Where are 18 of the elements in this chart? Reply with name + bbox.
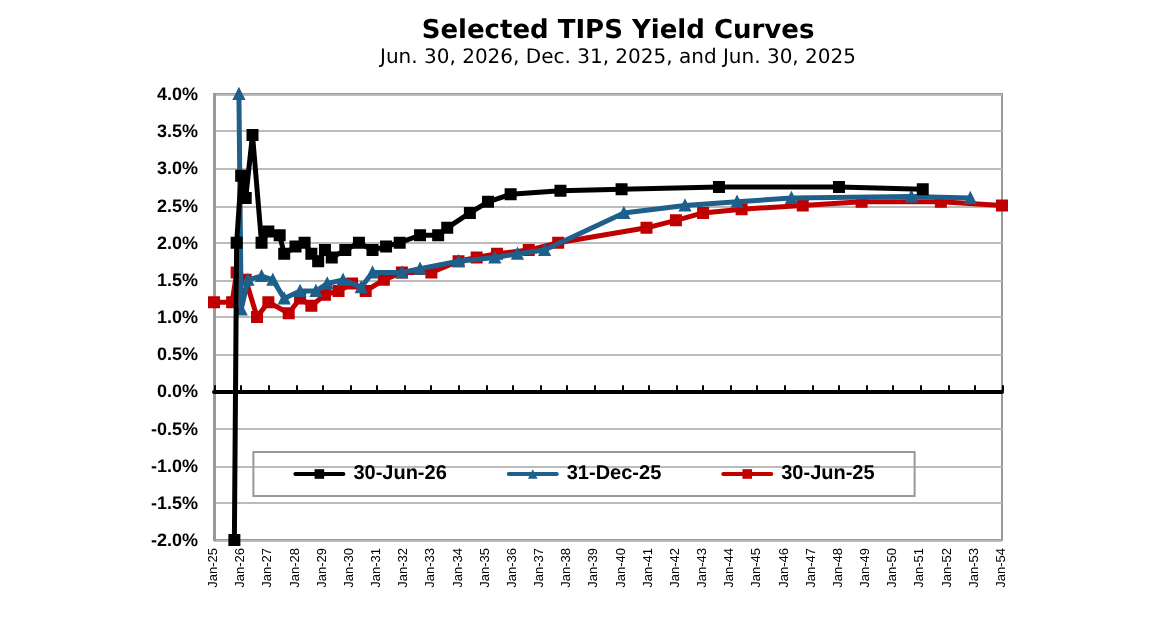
chart-title: Selected TIPS Yield Curves — [421, 16, 815, 46]
y-tick-label: 2.5% — [156, 195, 198, 216]
y-tick-label: 4.0% — [156, 84, 198, 104]
legend-label: 30-Jun-25 — [781, 463, 876, 485]
y-tick-label: 3.5% — [156, 121, 198, 142]
legend-label: 30-Jun-26 — [353, 463, 448, 485]
y-tick-label: 0.0% — [156, 381, 198, 402]
y-tick-label: 0.5% — [156, 344, 198, 365]
y-tick-label: 2.0% — [156, 232, 198, 253]
y-tick-label: 1.5% — [156, 269, 198, 290]
chart-subtitle: Jun. 30, 2026, Dec. 31, 2025, and Jun. 30, 2025 — [378, 47, 856, 69]
legend-label: 31-Dec-25 — [566, 463, 663, 485]
y-tick-label: -2.0% — [150, 530, 198, 550]
y-tick-label: -0.5% — [150, 418, 198, 439]
y-tick-label: -1.5% — [150, 492, 198, 513]
y-tick-label: 1.0% — [156, 307, 198, 327]
y-tick-label: 3.0% — [156, 158, 198, 179]
y-tick-label: -1.0% — [150, 455, 198, 476]
